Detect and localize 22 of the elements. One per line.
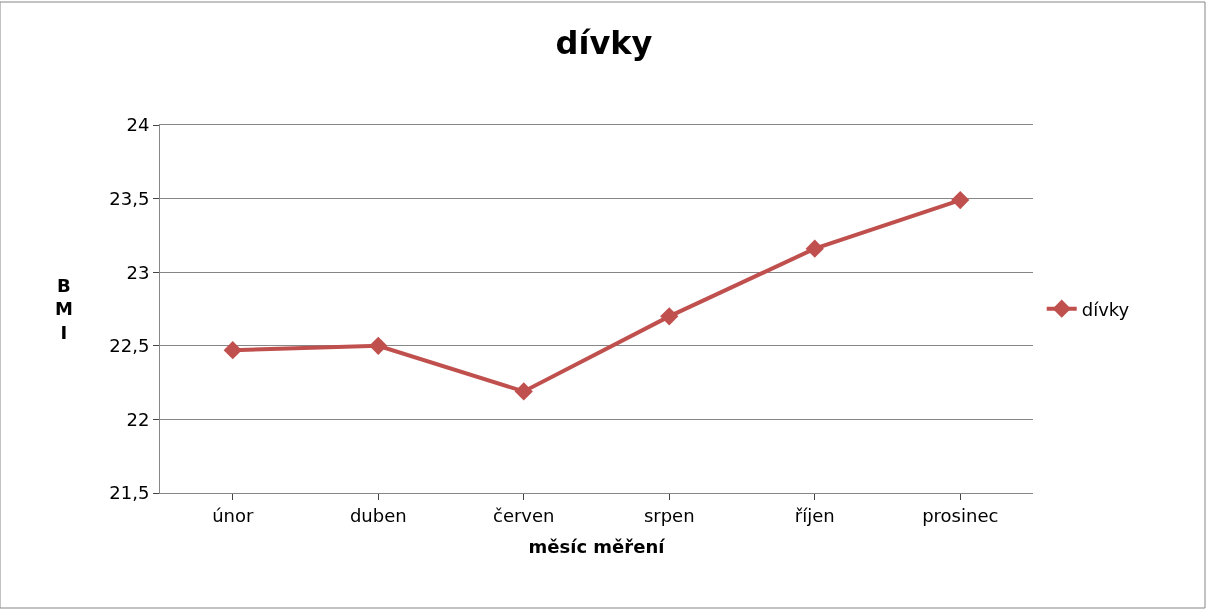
point — [805, 239, 824, 258]
x-tick-label: únor — [212, 504, 254, 526]
point — [369, 336, 388, 355]
y-tick-label: 24 — [126, 114, 150, 136]
x-tick-label: červen — [492, 504, 555, 526]
x-tick-label: duben — [349, 504, 407, 526]
y-tick-label: 23 — [126, 261, 150, 283]
x-tick-label: srpen — [643, 504, 695, 526]
point — [951, 190, 970, 210]
x-tick-label: prosinec — [922, 504, 999, 526]
chart-title: dívky — [555, 23, 653, 62]
y-tick-label: 22 — [126, 408, 150, 430]
x-axis-title: měsíc měření — [528, 535, 666, 557]
x-tick-label: říjen — [794, 504, 835, 526]
point — [514, 382, 533, 401]
y-tick-label: 22,5 — [109, 335, 150, 357]
point — [223, 341, 242, 360]
y-axis-title: BMI — [55, 275, 73, 343]
y-tick-label: 23,5 — [109, 187, 150, 209]
legend-label: dívky — [1081, 298, 1130, 320]
point — [660, 307, 679, 326]
y-tick-label: 21,5 — [109, 482, 150, 504]
